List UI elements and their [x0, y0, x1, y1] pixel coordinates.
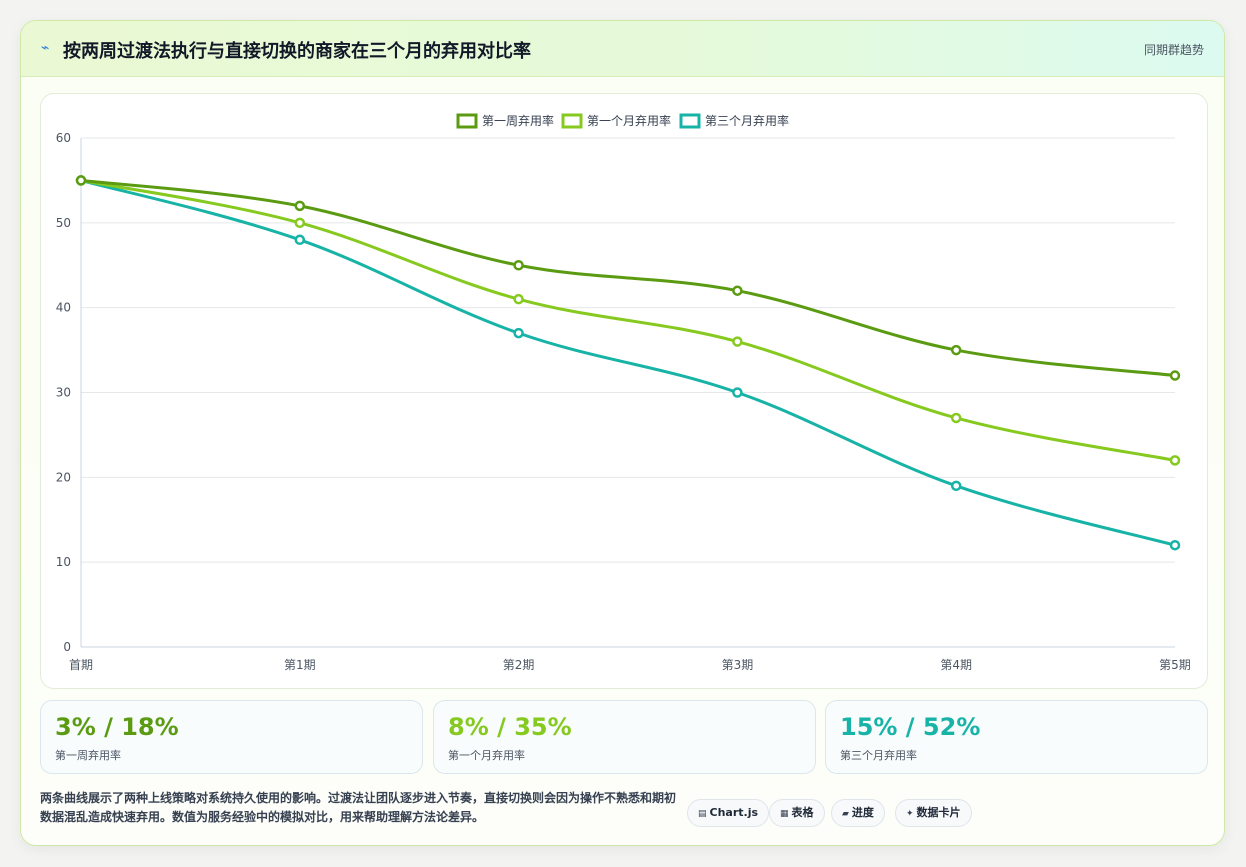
y-tick-label: 60 — [56, 131, 71, 145]
x-tick-label: 第3期 — [722, 658, 754, 672]
data-point — [75, 175, 87, 186]
chip-data-card[interactable]: ✦ 数据卡片 — [895, 799, 972, 827]
card-header: ⌁ 按两周过渡法执行与直接切换的商家在三个月的弃用对比率 同期群趋势 — [21, 21, 1224, 77]
stat-card-quarter: 15% / 52% 第三个月弃用率 — [825, 700, 1208, 774]
y-tick-label: 20 — [56, 470, 71, 484]
stat-label: 第三个月弃用率 — [840, 749, 917, 762]
progress-icon: ▰ — [842, 809, 849, 819]
data-point — [513, 260, 524, 271]
data-point — [732, 336, 743, 347]
data-point — [294, 217, 306, 229]
x-tick-label: 第4期 — [940, 658, 972, 672]
chip-label: Chart.js — [709, 806, 759, 819]
stat-card-week: 3% / 18% 第一周弃用率 — [40, 700, 423, 774]
line-chart: 0 10 20 30 40 50 60 首期 第1期 第2期 第3期 第4期 第5期 第一周弃用率 第一个月… — [56, 113, 1191, 672]
x-tick-label: 第2期 — [503, 658, 535, 672]
chip-label: 数据卡片 — [916, 806, 961, 819]
y-tick-label: 10 — [56, 555, 71, 569]
stat-label: 第一个月弃用率 — [448, 749, 525, 762]
stat-value: 8% / 35% — [448, 713, 572, 741]
legend-swatch — [679, 113, 701, 129]
chip-label: 进度 — [851, 806, 874, 819]
chart-panel: 0 10 20 30 40 50 60 首期 第1期 第2期 第3期 第4期 第5期 第一周弃用率 第一个月… — [40, 93, 1208, 689]
y-tick-label: 30 — [56, 386, 71, 400]
y-tick-label: 0 — [63, 640, 71, 654]
data-point — [732, 387, 743, 398]
y-tick-label: 40 — [56, 301, 71, 315]
data-point — [513, 293, 524, 305]
data-point — [1169, 539, 1181, 551]
data-point — [513, 327, 524, 339]
stat-value: 15% / 52% — [840, 713, 981, 741]
page-title: 按两周过渡法执行与直接切换的商家在三个月的弃用对比率 — [63, 41, 531, 62]
stat-card-month: 8% / 35% 第一个月弃用率 — [433, 700, 816, 774]
footnote-text: 两条曲线展示了两种上线策略对系统持久使用的影响。过渡法让团队逐步进入节奏，直接切… — [40, 791, 677, 824]
trend-icon: ⌁ — [41, 40, 50, 56]
legend-label: 第一个月弃用率 — [587, 113, 671, 128]
data-point — [1169, 455, 1181, 466]
data-point — [950, 412, 962, 424]
chip-table[interactable]: ▦ 表格 — [769, 799, 825, 827]
table-icon: ▦ — [780, 809, 789, 819]
chart-card: ⌁ 按两周过渡法执行与直接切换的商家在三个月的弃用对比率 同期群趋势 0 10 20… — [20, 20, 1225, 846]
x-tick-label: 第1期 — [284, 658, 316, 672]
data-point — [950, 344, 962, 356]
data-point — [1169, 370, 1181, 381]
legend-label: 第三个月弃用率 — [705, 113, 789, 128]
chip-progress[interactable]: ▰ 进度 — [831, 799, 885, 827]
stat-value: 3% / 18% — [55, 713, 179, 741]
stat-label: 第一周弃用率 — [55, 749, 121, 762]
data-point — [294, 234, 306, 246]
legend-label: 第一周弃用率 — [482, 113, 554, 128]
x-tick-label: 首期 — [69, 658, 93, 672]
data-point — [294, 200, 306, 212]
series-line — [80, 178, 1176, 547]
chip-chartjs[interactable]: ▤ Chart.js — [687, 799, 770, 827]
series-line — [80, 178, 1176, 378]
chart-icon: ▤ — [698, 809, 707, 819]
legend-swatch — [456, 113, 478, 129]
header-tag: 同期群趋势 — [1143, 43, 1204, 57]
y-tick-label: 50 — [56, 216, 71, 230]
series-line — [80, 178, 1176, 462]
chip-label: 表格 — [791, 806, 814, 819]
x-tick-label: 第5期 — [1159, 658, 1191, 672]
data-point — [950, 480, 962, 492]
sparkle-icon: ✦ — [906, 809, 914, 819]
legend-swatch — [561, 113, 583, 129]
data-point — [732, 285, 743, 296]
